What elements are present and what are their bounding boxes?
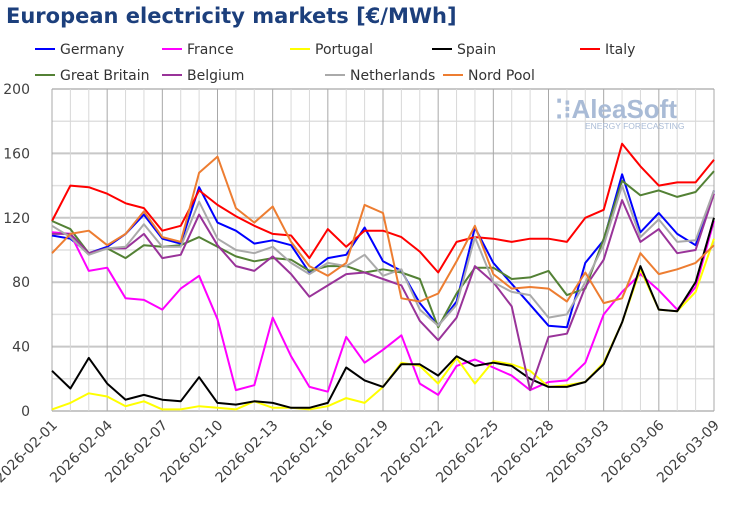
y-tick-label: 120: [3, 211, 30, 227]
series-line-belgium: [52, 193, 715, 392]
watermark-tagline: ENERGY FORECASTING: [585, 121, 685, 131]
y-tick-label: 200: [3, 82, 30, 98]
series-line-nord-pool: [51, 155, 715, 305]
legend-label: Germany: [60, 42, 124, 58]
chart-title: European electricity markets [€/MWh]: [6, 4, 457, 28]
series-line-netherlands: [51, 184, 715, 327]
y-tick-label: 40: [12, 340, 30, 356]
legend-label: Belgium: [187, 68, 244, 84]
legend-label: Spain: [457, 42, 496, 58]
legend-label: Netherlands: [350, 68, 435, 84]
legend-label: Great Britain: [60, 68, 150, 84]
series-line-italy: [51, 142, 715, 274]
legend-label: France: [187, 42, 234, 58]
series-line-france: [51, 220, 715, 396]
y-tick-label: 160: [3, 146, 30, 162]
legend-label: Nord Pool: [468, 68, 535, 84]
legend-label: Italy: [605, 42, 635, 58]
legend-label: Portugal: [315, 42, 373, 58]
y-tick-label: 0: [21, 404, 30, 420]
watermark-logo: ⁚⁝AleaSoft: [555, 94, 677, 124]
y-tick-label: 80: [12, 275, 30, 291]
series-line-spain: [51, 217, 715, 409]
